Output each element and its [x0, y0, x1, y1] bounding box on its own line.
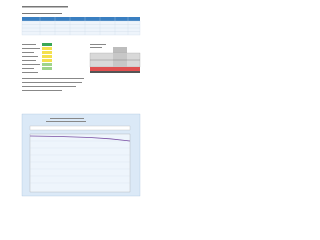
- header-text: [22, 6, 68, 14]
- note-text: [22, 78, 84, 91]
- diagram: [89, 44, 141, 73]
- param-table: [22, 43, 52, 73]
- sheet: [21, 6, 141, 197]
- top-table: [21, 17, 141, 36]
- chart: [21, 113, 141, 197]
- page: [0, 0, 149, 198]
